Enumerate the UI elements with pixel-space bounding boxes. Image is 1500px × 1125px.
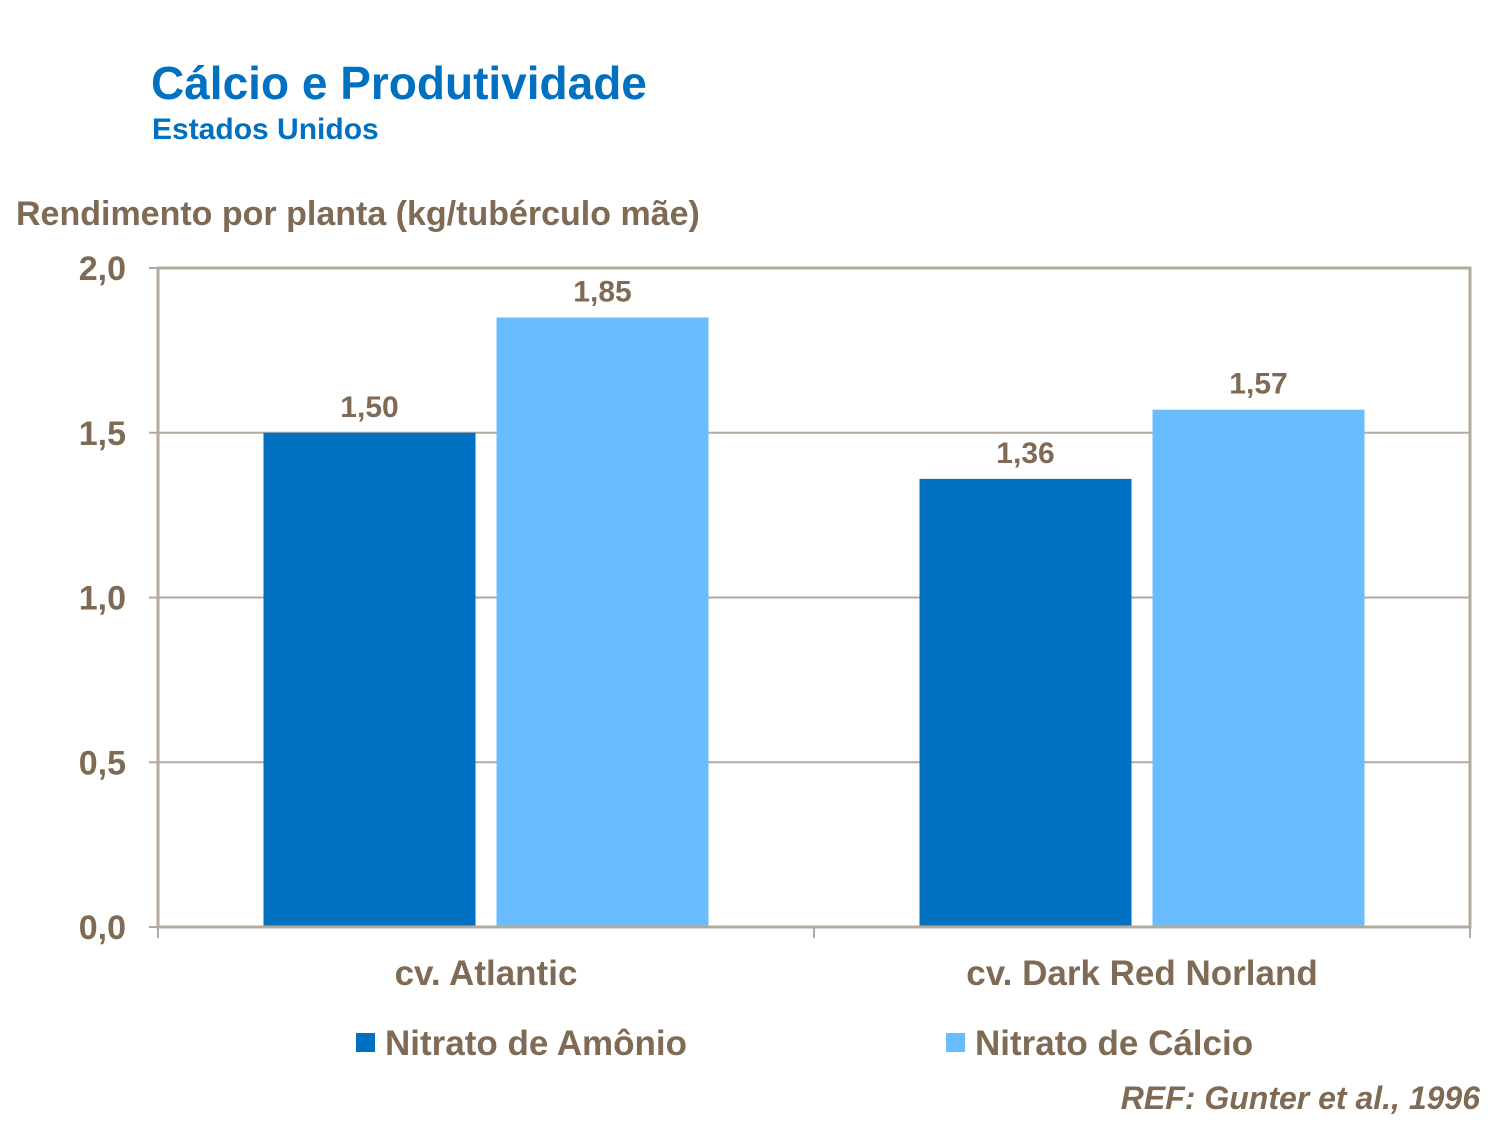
y-tick-label: 1,5 (79, 415, 126, 453)
chart-title: Cálcio e Produtividade (151, 57, 647, 109)
reference-note: REF: Gunter et al., 1996 (1120, 1080, 1480, 1116)
data-label: 1,50 (340, 391, 398, 424)
x-tick-label: cv. Atlantic (395, 954, 578, 993)
legend-swatch (356, 1033, 375, 1052)
data-label: 1,85 (573, 275, 631, 308)
legend-label: Nitrato de Amônio (385, 1024, 687, 1063)
x-tick-label: cv. Dark Red Norland (966, 954, 1317, 993)
legend-label: Nitrato de Cálcio (975, 1024, 1253, 1063)
y-tick-label: 0,5 (79, 744, 126, 782)
y-tick-label: 1,0 (79, 580, 126, 618)
bar (1152, 409, 1365, 927)
y-tick-label: 2,0 (79, 250, 126, 288)
y-tick-label: 0,0 (79, 909, 126, 947)
legend-swatch (946, 1033, 965, 1052)
data-label: 1,36 (996, 437, 1054, 470)
data-label: 1,57 (1229, 368, 1287, 401)
chart-subtitle: Estados Unidos (152, 113, 379, 146)
bar (919, 478, 1132, 927)
bar (496, 317, 709, 927)
bar (263, 432, 476, 927)
y-axis-label: Rendimento por planta (kg/tubérculo mãe) (16, 195, 700, 233)
